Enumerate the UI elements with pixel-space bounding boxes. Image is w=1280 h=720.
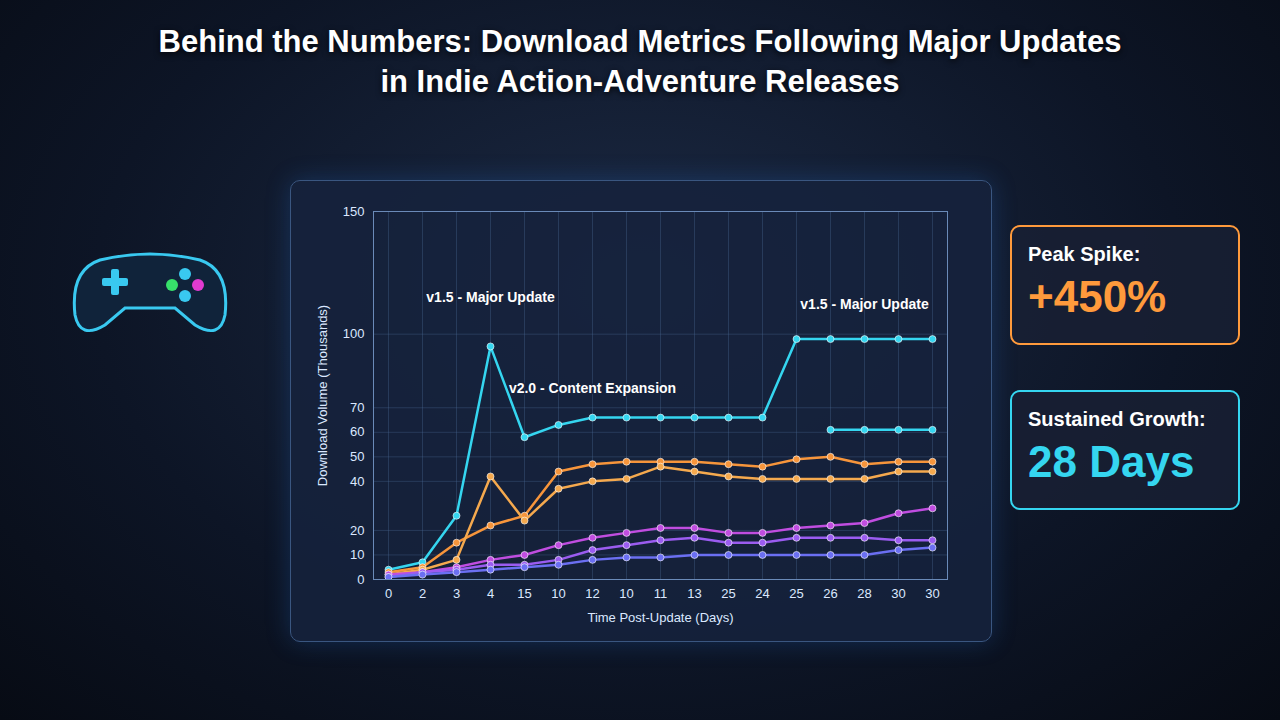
svg-text:v1.5 - Major Update: v1.5 - Major Update	[800, 296, 929, 312]
svg-text:30: 30	[925, 586, 939, 601]
svg-text:70: 70	[350, 400, 364, 415]
svg-text:13: 13	[687, 586, 701, 601]
svg-text:28: 28	[857, 586, 871, 601]
svg-text:12: 12	[585, 586, 599, 601]
svg-text:25: 25	[721, 586, 735, 601]
svg-text:10: 10	[619, 586, 633, 601]
svg-text:150: 150	[343, 204, 365, 219]
html-text:Peak Spike:: Peak Spike:	[1028, 243, 1141, 265]
svg-text:60: 60	[350, 424, 364, 439]
svg-text:15: 15	[517, 586, 531, 601]
svg-text:4: 4	[487, 586, 494, 601]
svg-text:25: 25	[789, 586, 803, 601]
svg-text:v1.5 - Major Update: v1.5 - Major Update	[426, 289, 555, 305]
html-text:+450%: +450%	[1028, 272, 1167, 321]
svg-text:2: 2	[419, 586, 426, 601]
svg-text:Time Post-Update (Days): Time Post-Update (Days)	[587, 610, 733, 625]
svg-text:Download Volume (Thousands): Download Volume (Thousands)	[315, 305, 330, 486]
svg-text:0: 0	[357, 572, 364, 587]
svg-text:v2.0 - Content Expansion: v2.0 - Content Expansion	[509, 380, 676, 396]
html-text:28 Days: 28 Days	[1028, 437, 1195, 486]
svg-text:40: 40	[350, 474, 364, 489]
html-text:Sustained Growth:: Sustained Growth:	[1028, 408, 1206, 430]
svg-text:10: 10	[551, 586, 565, 601]
html-text:Behind the Numbers: Download M: Behind the Numbers: Download Metrics Fol…	[158, 24, 1122, 99]
svg-text:30: 30	[891, 586, 905, 601]
svg-text:100: 100	[343, 326, 365, 341]
svg-text:20: 20	[350, 523, 364, 538]
svg-text:11: 11	[654, 586, 668, 601]
svg-text:24: 24	[755, 586, 769, 601]
svg-text:50: 50	[350, 449, 364, 464]
svg-text:10: 10	[350, 547, 364, 562]
svg-text:0: 0	[385, 586, 392, 601]
svg-text:26: 26	[823, 586, 837, 601]
svg-text:3: 3	[453, 586, 460, 601]
